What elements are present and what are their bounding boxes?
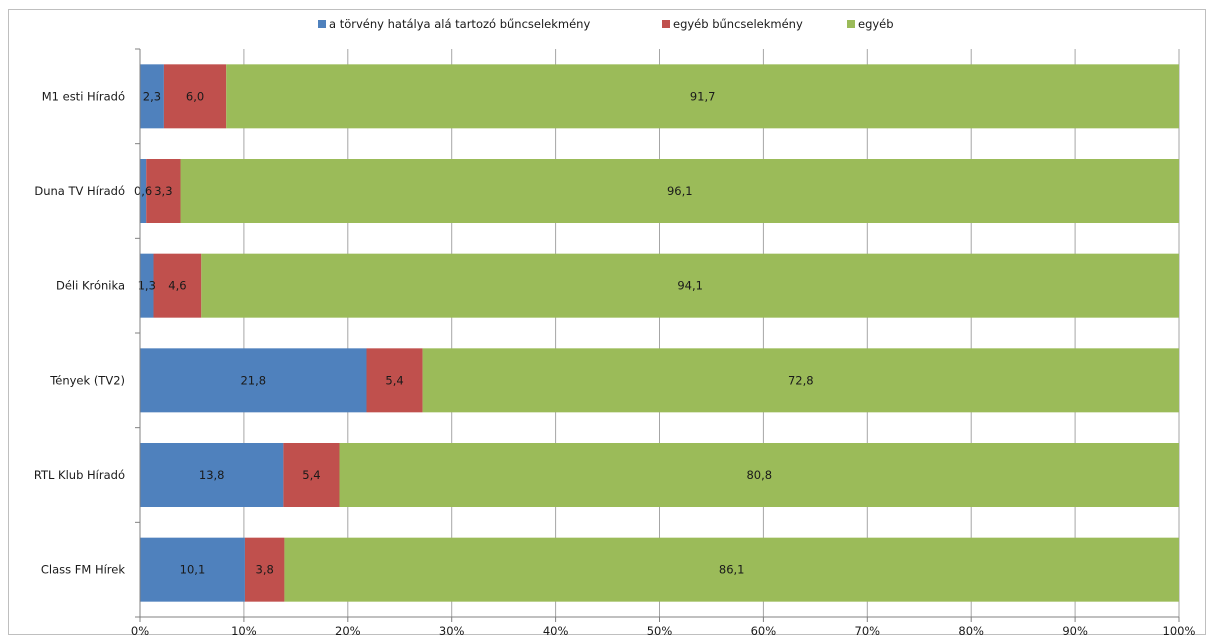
bar-egyeb	[180, 159, 1179, 223]
data-label: 13,8	[199, 468, 225, 482]
bar-egyeb-buncselekmeny	[283, 443, 340, 507]
category-label: M1 esti Híradó	[42, 89, 125, 103]
x-tick-label: 30%	[439, 624, 465, 638]
data-label: 86,1	[719, 563, 745, 577]
bar-torveny	[140, 253, 154, 318]
data-label: 1,3	[138, 279, 156, 293]
legend-swatch-egyeb-buncselekmeny	[662, 20, 670, 28]
legend-label-torveny: a törvény hatálya alá tartozó bűncselekm…	[329, 17, 591, 31]
data-label: 4,6	[168, 279, 186, 293]
legend-swatch-torveny	[318, 20, 326, 28]
bar-egyeb-buncselekmeny	[153, 253, 202, 318]
x-tick-label: 70%	[855, 624, 881, 638]
bar-egyeb	[226, 64, 1179, 129]
data-label: 96,1	[667, 184, 693, 198]
legend-item-torveny: a törvény hatálya alá tartozó bűncselekm…	[318, 14, 590, 34]
bar-egyeb-buncselekmeny	[244, 537, 285, 602]
x-tick-label: 0%	[131, 624, 149, 638]
x-tick-label: 80%	[958, 624, 984, 638]
x-tick-label: 60%	[751, 624, 777, 638]
bar-torveny	[140, 443, 284, 507]
legend: a törvény hatálya alá tartozó bűncselekm…	[0, 14, 1212, 34]
bar-egyeb	[422, 348, 1179, 413]
x-tick-label: 50%	[647, 624, 673, 638]
bar-egyeb	[201, 253, 1179, 318]
data-label: 72,8	[788, 373, 814, 387]
data-label: 80,8	[746, 468, 772, 482]
x-tick-label: 100%	[1163, 624, 1196, 638]
bar-egyeb-buncselekmeny	[146, 159, 181, 223]
legend-label-egyeb-buncselekmeny: egyéb bűncselekmény	[673, 17, 803, 31]
data-label: 94,1	[677, 279, 703, 293]
x-tick-label: 20%	[335, 624, 361, 638]
x-tick-label: 40%	[543, 624, 569, 638]
x-tick-label: 10%	[231, 624, 257, 638]
bar-egyeb	[339, 443, 1179, 507]
bar-torveny	[140, 348, 367, 413]
data-label: 10,1	[180, 563, 206, 577]
category-label: Duna TV Híradó	[34, 184, 125, 198]
x-tick-label: 90%	[1062, 624, 1088, 638]
category-label: Déli Krónika	[56, 279, 125, 293]
data-label: 3,3	[154, 184, 172, 198]
legend-swatch-egyeb	[847, 20, 855, 28]
category-label: Class FM Hírek	[41, 563, 125, 577]
category-label: Tények (TV2)	[49, 373, 125, 387]
category-label: RTL Klub Híradó	[34, 468, 125, 482]
bar-torveny	[140, 159, 147, 223]
data-label: 0,6	[134, 184, 152, 198]
legend-item-egyeb: egyéb	[847, 14, 894, 34]
data-label: 5,4	[385, 373, 403, 387]
bar-egyeb-buncselekmeny	[163, 64, 227, 129]
legend-item-egyeb-buncselekmeny: egyéb bűncselekmény	[662, 14, 803, 34]
data-label: 6,0	[186, 89, 204, 103]
data-label: 91,7	[690, 89, 716, 103]
data-label: 3,8	[256, 563, 274, 577]
bar-egyeb	[284, 537, 1179, 602]
data-label: 2,3	[143, 89, 161, 103]
legend-label-egyeb: egyéb	[858, 17, 894, 31]
bar-torveny	[140, 537, 245, 602]
bar-egyeb-buncselekmeny	[366, 348, 423, 413]
data-label: 5,4	[302, 468, 320, 482]
bar-torveny	[140, 64, 164, 129]
data-label: 21,8	[240, 373, 266, 387]
